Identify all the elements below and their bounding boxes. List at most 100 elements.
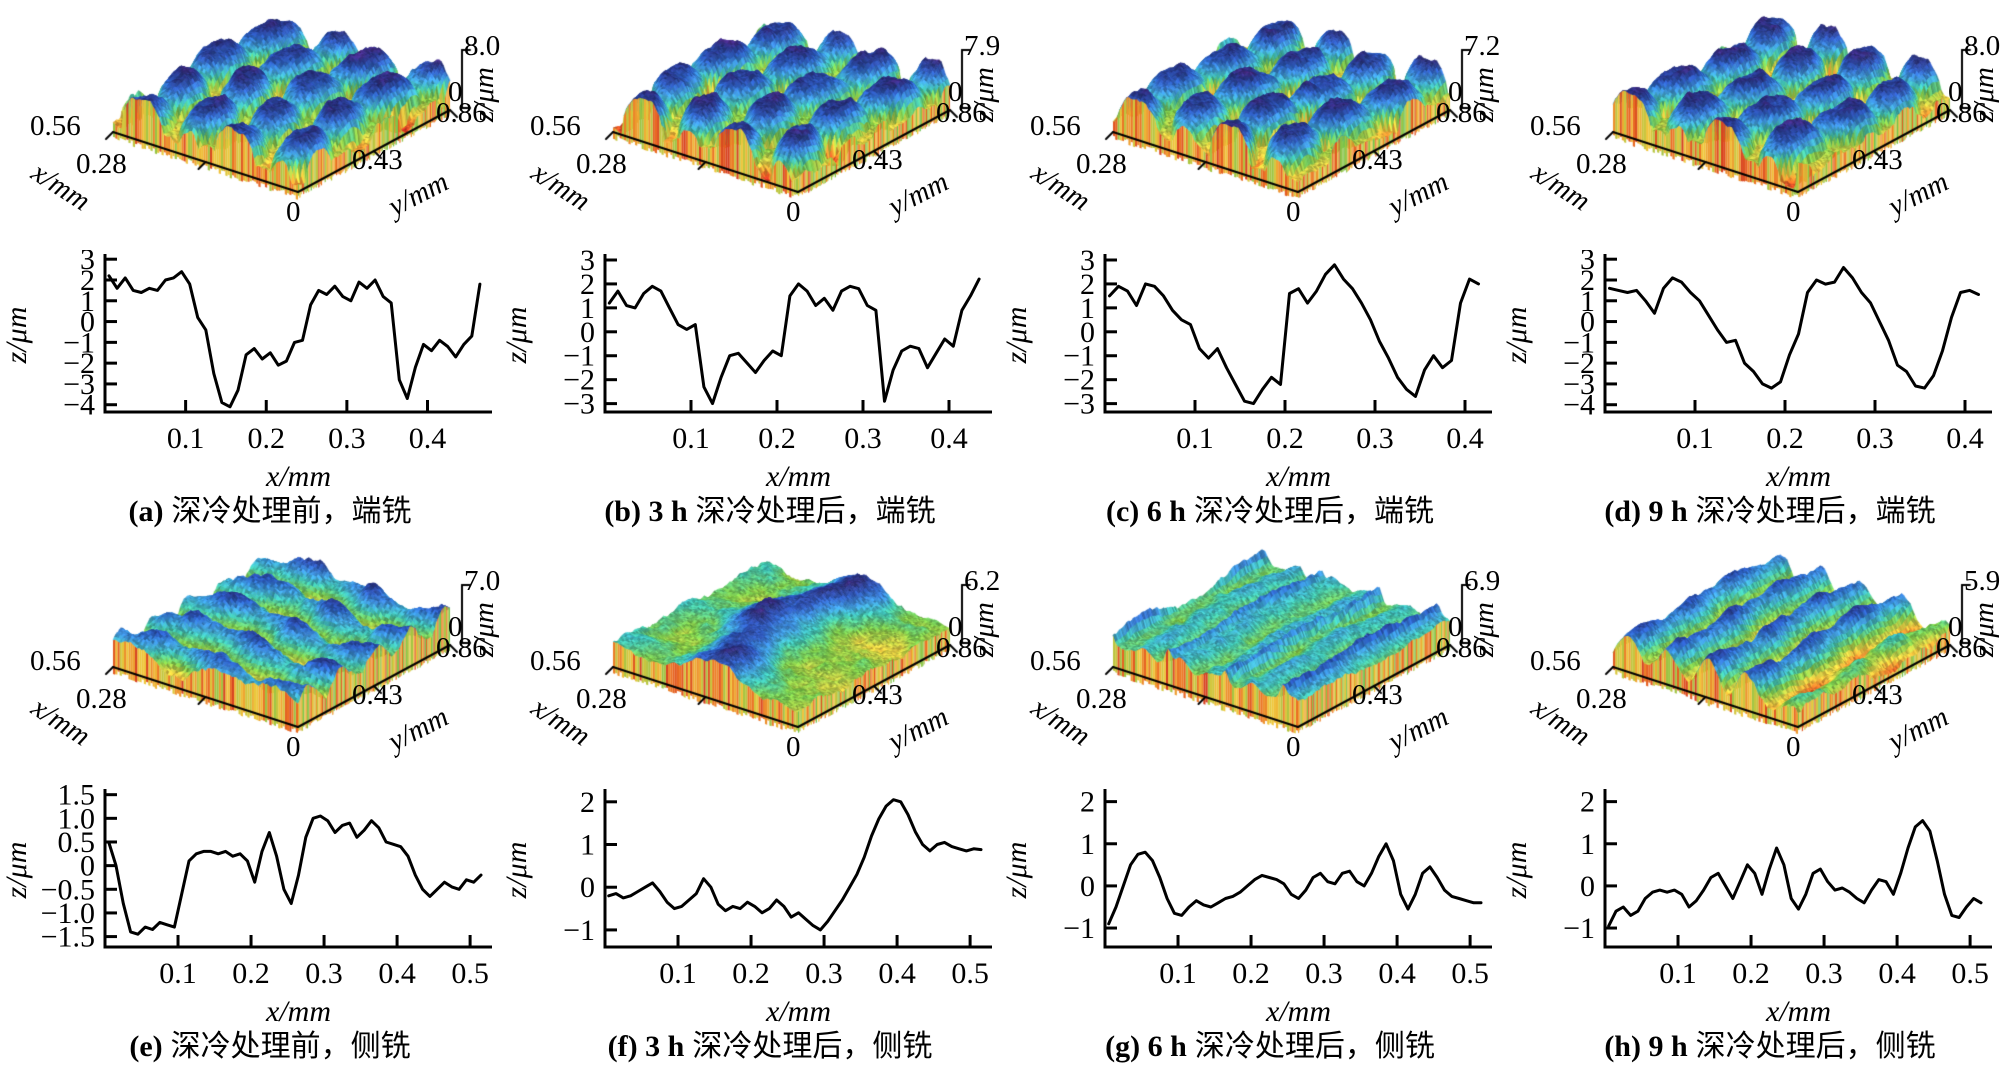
x-tick-label: 0.2 bbox=[1232, 957, 1270, 990]
profile-line bbox=[1107, 842, 1483, 926]
y-tick-label: −3 bbox=[563, 388, 595, 421]
profile-line bbox=[107, 814, 483, 936]
y-tick-label: −1.0 bbox=[41, 897, 95, 930]
x-tick-label: 0.2 bbox=[758, 422, 796, 455]
plot-axes bbox=[603, 789, 992, 949]
x-tick-label: 0.4 bbox=[1946, 422, 1984, 455]
caption-index: (d) 9 h bbox=[1604, 495, 1688, 528]
x-tick-label: 0.2 bbox=[732, 957, 770, 990]
y-tick-label: 0 bbox=[80, 306, 95, 339]
x-axis-tick-far: 0.56 bbox=[30, 110, 81, 142]
z-axis-label: z/μm bbox=[468, 67, 500, 122]
x-tick-label: 0.5 bbox=[451, 957, 489, 990]
z-axis-label: z/μm bbox=[968, 602, 1000, 657]
x-tick-label: 0.1 bbox=[167, 422, 205, 455]
y-tick-label: −1 bbox=[1063, 912, 1095, 945]
origin-tick: 0 bbox=[786, 196, 801, 228]
caption-text: 深冷处理后，端铣 bbox=[1695, 495, 1936, 528]
y-tick-label: −0.5 bbox=[41, 873, 95, 906]
y-tick-label: 2 bbox=[580, 268, 595, 301]
origin-tick: 0 bbox=[1286, 731, 1301, 763]
x-tick-label: 0.3 bbox=[805, 957, 843, 990]
origin-tick: 0 bbox=[286, 196, 301, 228]
z-axis-label: z/μm bbox=[1468, 602, 1500, 657]
z-axis-max-tick: 7.2 bbox=[1464, 30, 1501, 62]
x-axis-tick-far: 0.56 bbox=[30, 645, 81, 677]
y-axis-far-tick: 0.86 bbox=[436, 632, 487, 664]
y-tick-label: −2 bbox=[63, 347, 95, 380]
surface-3d-canvas bbox=[1000, 0, 1500, 250]
y-tick-label: −1 bbox=[1063, 340, 1095, 373]
panel-a: 8.0 0 0.86 0.43 0 0.56 0.28 x/mm y/mm z/… bbox=[0, 0, 500, 535]
profile-plot: 1.51.00.50−0.5−1.0−1.50.1 0.2 0.3 0.4 0.5z/μ… bbox=[0, 785, 492, 1028]
panel-h: 5.9 0 0.86 0.43 0 0.56 0.28 x/mm y/mm z/… bbox=[1500, 535, 2000, 1070]
y-tick-label: 3 bbox=[1080, 250, 1095, 277]
y-tick-label: 3 bbox=[1580, 250, 1595, 276]
panel-b: 7.9 0 0.86 0.43 0 0.56 0.28 x/mm y/mm z/… bbox=[500, 0, 1000, 535]
x-axis-tick-far: 0.56 bbox=[1030, 110, 1081, 142]
surface-3d-canvas bbox=[500, 0, 1000, 250]
x-tick-label: 0.2 bbox=[1266, 422, 1304, 455]
profile-x-axis-label: x/mm bbox=[1265, 460, 1331, 493]
x-tick-label: 0.4 bbox=[930, 422, 968, 455]
z-axis-label: z/μm bbox=[1468, 67, 1500, 122]
surface-plot-3d: 7.9 0 0.86 0.43 0 0.56 0.28 x/mm y/mm z/… bbox=[500, 0, 1000, 250]
caption-text: 深冷处理后，侧铣 bbox=[692, 1030, 933, 1063]
profile-y-axis-label: z/μm bbox=[0, 842, 33, 900]
plot-axes bbox=[103, 254, 492, 414]
x-tick-label: 0.5 bbox=[1451, 957, 1489, 990]
profile-y-axis-label: z/μm bbox=[1500, 842, 1533, 900]
panel-caption: (c) 6 h 深冷处理后，端铣 bbox=[1000, 492, 1500, 535]
surface-3d-canvas bbox=[1000, 535, 1500, 785]
y-tick-label: 2 bbox=[1580, 786, 1595, 819]
panel-caption: (h) 9 h 深冷处理后，侧铣 bbox=[1500, 1027, 2000, 1070]
profile-x-axis-label: x/mm bbox=[265, 460, 331, 493]
y-tick-label: −1 bbox=[563, 914, 595, 947]
z-axis-label: z/μm bbox=[468, 602, 500, 657]
z-axis-max-tick: 8.0 bbox=[464, 30, 501, 62]
panel-d: 8.0 0 0.86 0.43 0 0.56 0.28 x/mm y/mm z/… bbox=[1500, 0, 2000, 535]
y-axis-mid-tick: 0.43 bbox=[1352, 144, 1403, 176]
y-tick-label: −2 bbox=[563, 364, 595, 397]
caption-text: 深冷处理前，侧铣 bbox=[170, 1030, 411, 1063]
x-tick-label: 0.3 bbox=[1305, 957, 1343, 990]
x-tick-label: 0.2 bbox=[248, 422, 286, 455]
plot-axes bbox=[1103, 254, 1492, 414]
x-axis-tick-mid: 0.28 bbox=[1576, 683, 1627, 715]
x-axis-tick-far: 0.56 bbox=[1030, 645, 1081, 677]
figure-row-bottom: 7.0 0 0.86 0.43 0 0.56 0.28 x/mm y/mm z/… bbox=[0, 535, 2003, 1070]
y-tick-label: −4 bbox=[63, 389, 95, 422]
origin-tick: 0 bbox=[786, 731, 801, 763]
y-tick-label: 1 bbox=[1080, 292, 1095, 325]
x-tick-label: 0.4 bbox=[409, 422, 447, 455]
surface-3d-canvas bbox=[1500, 535, 2000, 785]
profile-line bbox=[1108, 263, 1480, 406]
z-axis-zero-tick: 0 bbox=[1448, 611, 1463, 643]
y-tick-label: −1 bbox=[563, 340, 595, 373]
z-axis-label: z/μm bbox=[1968, 602, 2000, 657]
surface-plot-3d: 6.2 0 0.86 0.43 0 0.56 0.28 x/mm y/mm z/… bbox=[500, 535, 1000, 785]
plot-axes bbox=[1603, 789, 1992, 949]
y-tick-label: 0 bbox=[1580, 870, 1595, 903]
caption-index: (e) bbox=[129, 1030, 163, 1063]
z-axis-max-tick: 8.0 bbox=[1964, 30, 2001, 62]
panel-e: 7.0 0 0.86 0.43 0 0.56 0.28 x/mm y/mm z/… bbox=[0, 535, 500, 1070]
x-tick-label: 0.1 bbox=[659, 957, 697, 990]
y-axis-far-tick: 0.86 bbox=[936, 632, 987, 664]
y-axis-far-tick: 0.86 bbox=[436, 97, 487, 129]
x-axis-tick-far: 0.56 bbox=[1530, 645, 1581, 677]
y-axis-far-tick: 0.86 bbox=[1936, 97, 1987, 129]
profile-line bbox=[607, 277, 981, 406]
profile-plot: 2 1 0 −1 0.1 0.2 0.3 0.4 0.5 z/μm x/mm bbox=[500, 786, 992, 1028]
surface-plot-3d: 7.0 0 0.86 0.43 0 0.56 0.28 x/mm y/mm z/… bbox=[0, 535, 500, 785]
surface-3d-canvas bbox=[0, 535, 500, 785]
y-tick-label: −3 bbox=[1563, 368, 1595, 401]
y-tick-label: 1 bbox=[1580, 285, 1595, 318]
caption-text: 深冷处理后，端铣 bbox=[1193, 495, 1434, 528]
z-axis-max-tick: 6.2 bbox=[964, 565, 1001, 597]
caption-index: (c) 6 h bbox=[1106, 495, 1186, 528]
surface-3d-canvas bbox=[0, 0, 500, 250]
surface-plot-3d: 6.9 0 0.86 0.43 0 0.56 0.28 x/mm y/mm z/… bbox=[1000, 535, 1500, 785]
plot-axes bbox=[603, 254, 992, 414]
